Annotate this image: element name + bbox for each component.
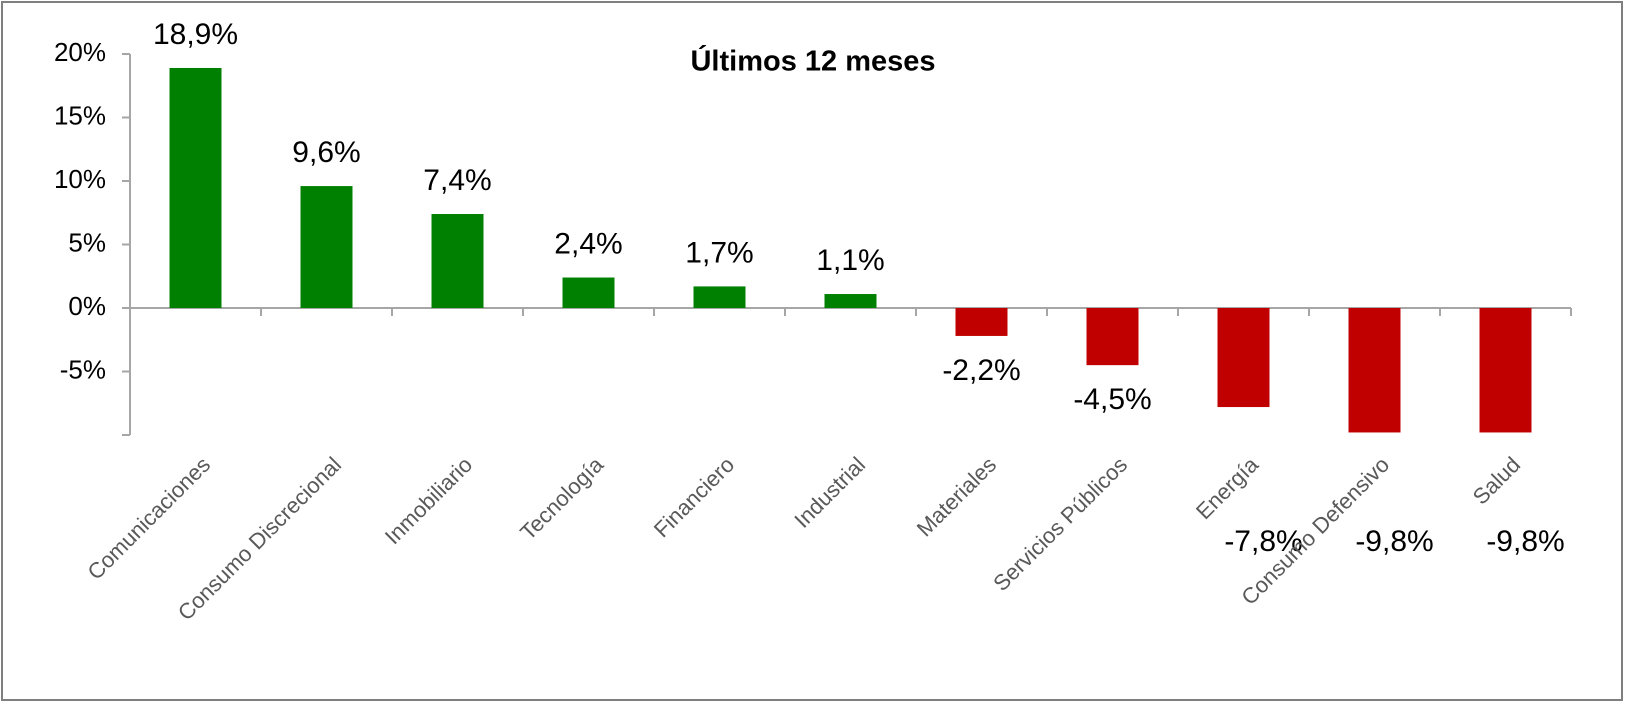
y-tick-label: 0% xyxy=(68,291,106,321)
bar xyxy=(1217,308,1270,408)
chart-title: Últimos 12 meses xyxy=(690,44,935,78)
y-tick-label: -5% xyxy=(60,354,106,384)
y-tick-label: 5% xyxy=(68,227,106,257)
bar xyxy=(169,67,222,308)
value-label: -9,8% xyxy=(1355,525,1433,558)
bar xyxy=(300,186,353,308)
value-label: 7,4% xyxy=(423,164,491,197)
y-tick-label: 20% xyxy=(54,37,106,67)
bar xyxy=(1348,308,1401,433)
y-tick-label: 10% xyxy=(54,164,106,194)
bar xyxy=(824,294,877,308)
value-label: -7,8% xyxy=(1224,525,1302,558)
value-label: 9,6% xyxy=(292,136,360,169)
bar xyxy=(431,214,484,308)
bar xyxy=(693,286,746,308)
bar xyxy=(1479,308,1532,433)
bar xyxy=(1086,308,1139,366)
y-tick-label: 15% xyxy=(54,100,106,130)
value-label: -2,2% xyxy=(942,354,1020,387)
value-label: -9,8% xyxy=(1486,525,1564,558)
value-label: 1,1% xyxy=(816,244,884,277)
value-label: -4,5% xyxy=(1073,383,1151,416)
value-label: 2,4% xyxy=(554,227,622,260)
value-label: 18,9% xyxy=(153,18,238,51)
bar xyxy=(955,308,1008,336)
bar xyxy=(562,277,615,308)
value-label: 1,7% xyxy=(685,236,753,269)
